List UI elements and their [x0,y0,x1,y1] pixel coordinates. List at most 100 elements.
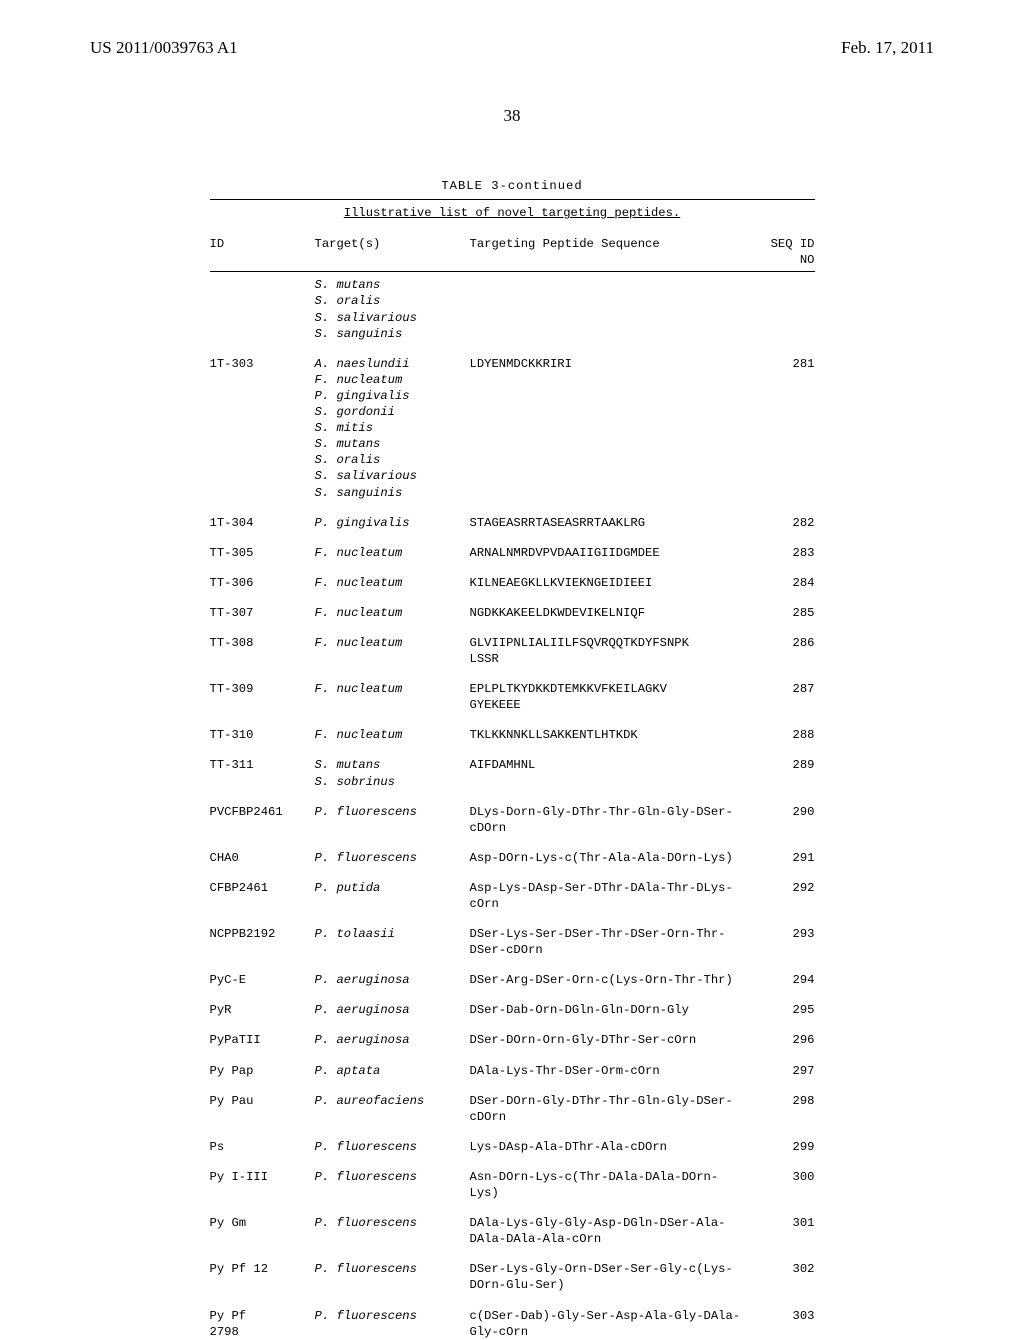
cell-sequence: EPLPLTKYDKKDTEMKKVFKEILAGKVGYEKEEE [470,681,750,713]
cell-id: Py I-III [210,1169,315,1185]
cell-sequence: ARNALNMRDVPVDAAIIGIIDGMDEE [470,545,750,561]
cell-id: TT-305 [210,545,315,561]
page-header: US 2011/0039763 A1 Feb. 17, 2011 [0,0,1024,58]
cell-seqid: 295 [750,1002,815,1018]
cell-sequence: Asn-DOrn-Lys-c(Thr-DAla-DAla-DOrn-Lys) [470,1169,750,1201]
cell-sequence: DSer-Dab-Orn-DGln-Gln-DOrn-Gly [470,1002,750,1018]
table-row: TT-311S. mutansS. sobrinusAIFDAMHNL289 [210,757,815,789]
cell-id: TT-311 [210,757,315,773]
cell-targets: P. fluorescens [315,804,470,820]
cell-seqid: 291 [750,850,815,866]
cell-id: 1T-303 [210,356,315,372]
cell-seqid: 297 [750,1063,815,1079]
cell-targets: P. tolaasii [315,926,470,942]
cell-id: PyR [210,1002,315,1018]
cell-seqid: 282 [750,515,815,531]
cell-seqid: 285 [750,605,815,621]
table-row: TT-307F. nucleatumNGDKKAKEELDKWDEVIKELNI… [210,605,815,621]
cell-targets: F. nucleatum [315,635,470,651]
page-number: 38 [0,106,1024,126]
cell-sequence [470,277,750,293]
table-row: Py Pf 12P. fluorescensDSer-Lys-Gly-Orn-D… [210,1261,815,1293]
cell-id [210,277,315,293]
cell-targets: P. aeruginosa [315,1002,470,1018]
rule [210,199,815,200]
cell-seqid: 286 [750,635,815,651]
cell-id: CFBP2461 [210,880,315,896]
table-row: PsP. fluorescensLys-DAsp-Ala-DThr-Ala-cD… [210,1139,815,1155]
cell-sequence: c(DSer-Dab)-Gly-Ser-Asp-Ala-Gly-DAla-Gly… [470,1308,750,1340]
table-row: TT-308F. nucleatumGLVIIPNLIALIILFSQVRQQT… [210,635,815,667]
cell-targets: P. aptata [315,1063,470,1079]
cell-targets: S. mutansS. sobrinus [315,757,470,789]
cell-sequence: DSer-Arg-DSer-Orn-c(Lys-Orn-Thr-Thr) [470,972,750,988]
cell-targets: P. fluorescens [315,1261,470,1277]
cell-id: TT-308 [210,635,315,651]
cell-targets: P. fluorescens [315,1139,470,1155]
cell-id: PVCFBP2461 [210,804,315,820]
cell-targets: P. putida [315,880,470,896]
cell-sequence: STAGEASRRTASEASRRTAAKLRG [470,515,750,531]
pub-number: US 2011/0039763 A1 [90,38,238,58]
table-row: S. mutansS. oralisS. salivariousS. sangu… [210,277,815,341]
cell-seqid: 302 [750,1261,815,1277]
table-body: S. mutansS. oralisS. salivariousS. sangu… [210,272,815,1339]
cell-sequence: NGDKKAKEELDKWDEVIKELNIQF [470,605,750,621]
cell-targets: P. fluorescens [315,1308,470,1324]
table-row: TT-305F. nucleatumARNALNMRDVPVDAAIIGIIDG… [210,545,815,561]
pub-date: Feb. 17, 2011 [841,38,934,58]
table-title: TABLE 3-continued [210,178,815,194]
cell-id: Py Pau [210,1093,315,1109]
table-row: Py PauP. aureofaciensDSer-DOrn-Gly-DThr-… [210,1093,815,1125]
cell-targets: P. gingivalis [315,515,470,531]
cell-sequence: DSer-DOrn-Orn-Gly-DThr-Ser-cOrn [470,1032,750,1048]
cell-sequence: Lys-DAsp-Ala-DThr-Ala-cDOrn [470,1139,750,1155]
cell-id: PyC-E [210,972,315,988]
cell-seqid: 296 [750,1032,815,1048]
cell-seqid: 303 [750,1308,815,1324]
cell-targets: P. aeruginosa [315,1032,470,1048]
table-row: PVCFBP2461P. fluorescensDLys-Dorn-Gly-DT… [210,804,815,836]
table-row: Py I-IIIP. fluorescensAsn-DOrn-Lys-c(Thr… [210,1169,815,1201]
table-row: PyRP. aeruginosaDSer-Dab-Orn-DGln-Gln-DO… [210,1002,815,1018]
cell-seqid: 298 [750,1093,815,1109]
col-sequence: Targeting Peptide Sequence [470,236,750,268]
table-row: 1T-304P. gingivalisSTAGEASRRTASEASRRTAAK… [210,515,815,531]
table-row: PyC-EP. aeruginosaDSer-Arg-DSer-Orn-c(Ly… [210,972,815,988]
peptide-table: TABLE 3-continued Illustrative list of n… [210,178,815,1340]
cell-seqid: 288 [750,727,815,743]
cell-sequence: DSer-Lys-Gly-Orn-DSer-Ser-Gly-c(Lys-DOrn… [470,1261,750,1293]
cell-seqid: 283 [750,545,815,561]
cell-id: PyPaTII [210,1032,315,1048]
cell-seqid: 281 [750,356,815,372]
table-row: Py Pf2798P. fluorescensc(DSer-Dab)-Gly-S… [210,1308,815,1340]
cell-sequence: Asp-Lys-DAsp-Ser-DThr-DAla-Thr-DLys-cOrn [470,880,750,912]
cell-targets: P. aeruginosa [315,972,470,988]
table-row: Py PapP. aptataDAla-Lys-Thr-DSer-Orm-cOr… [210,1063,815,1079]
table-row: CFBP2461P. putidaAsp-Lys-DAsp-Ser-DThr-D… [210,880,815,912]
cell-id: TT-309 [210,681,315,697]
cell-seqid: 292 [750,880,815,896]
cell-sequence: GLVIIPNLIALIILFSQVRQQTKDYFSNPKLSSR [470,635,750,667]
column-headers: ID Target(s) Targeting Peptide Sequence … [210,225,815,271]
cell-seqid: 284 [750,575,815,591]
cell-seqid: 293 [750,926,815,942]
cell-sequence: DAla-Lys-Thr-DSer-Orm-cOrn [470,1063,750,1079]
cell-targets: F. nucleatum [315,575,470,591]
cell-seqid: 287 [750,681,815,697]
cell-targets: F. nucleatum [315,681,470,697]
cell-id: TT-307 [210,605,315,621]
table-row: TT-309F. nucleatumEPLPLTKYDKKDTEMKKVFKEI… [210,681,815,713]
cell-targets: F. nucleatum [315,545,470,561]
table-row: TT-306F. nucleatumKILNEAEGKLLKVIEKNGEIDI… [210,575,815,591]
cell-id: CHA0 [210,850,315,866]
cell-id: TT-306 [210,575,315,591]
cell-targets: F. nucleatum [315,727,470,743]
cell-seqid: 294 [750,972,815,988]
cell-seqid: 300 [750,1169,815,1185]
cell-id: Ps [210,1139,315,1155]
cell-seqid: 301 [750,1215,815,1231]
cell-sequence: DLys-Dorn-Gly-DThr-Thr-Gln-Gly-DSer-cDOr… [470,804,750,836]
table-row: PyPaTIIP. aeruginosaDSer-DOrn-Orn-Gly-DT… [210,1032,815,1048]
cell-seqid: 290 [750,804,815,820]
